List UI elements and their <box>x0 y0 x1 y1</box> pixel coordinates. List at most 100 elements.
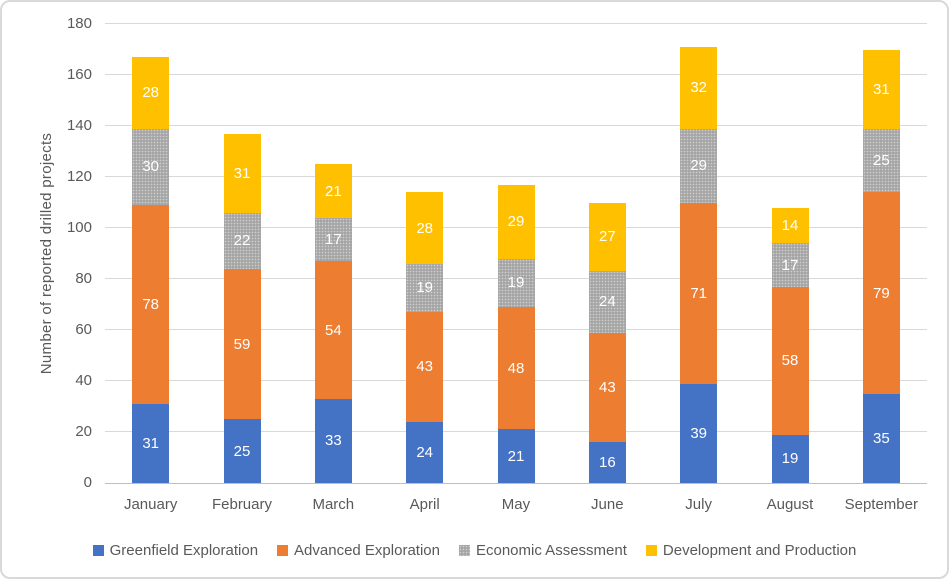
bar-segment: 27 <box>588 202 626 272</box>
bar-segment-label: 24 <box>416 443 433 461</box>
bar-segment: 17 <box>771 243 809 287</box>
y-tick-label: 60 <box>75 321 92 338</box>
x-axis-label: February <box>211 496 272 513</box>
bar-segment: 19 <box>406 263 444 313</box>
bar-segment-label: 30 <box>142 158 159 176</box>
legend-item: Greenfield Exploration <box>92 542 259 559</box>
bar-segment: 79 <box>862 192 900 394</box>
bar-segment: 24 <box>588 271 626 333</box>
bar-segment: 48 <box>497 307 535 430</box>
bar-segment-label: 54 <box>324 321 342 339</box>
bar-segment: 35 <box>862 393 900 483</box>
bar-segment: 59 <box>223 268 261 420</box>
bar-segment-label: 21 <box>324 182 342 200</box>
gridline <box>105 176 927 177</box>
bar-segment: 71 <box>680 202 718 384</box>
bar-segment: 30 <box>132 128 170 206</box>
bar-segment-label: 21 <box>507 447 525 465</box>
bar-segment-label: 33 <box>324 432 342 450</box>
x-axis-label: July <box>685 496 712 513</box>
stacked-bar-june: 16 43 24 27 <box>588 202 626 483</box>
bar-segment-label: 78 <box>142 296 159 313</box>
x-axis-label: September <box>844 496 918 513</box>
bar-segment-label: 22 <box>233 232 251 250</box>
stacked-bar-february: 25 59 22 31 <box>223 133 261 483</box>
bar-segment-label: 79 <box>872 284 890 302</box>
bar-segment-label: 43 <box>416 358 433 376</box>
bar-segment-label: 39 <box>690 424 707 442</box>
legend-item: Economic Assessment <box>458 542 627 559</box>
bar-segment: 17 <box>314 217 352 262</box>
legend-swatch-icon <box>92 545 104 556</box>
x-axis-labels: January February March April May June July Augu… <box>105 496 927 513</box>
stacked-bar-august: 19 58 17 14 <box>771 207 809 483</box>
gridline <box>105 74 927 75</box>
bar-segment-label: 27 <box>598 228 616 246</box>
bar-segment: 14 <box>771 207 809 244</box>
stacked-bar-april: 24 43 19 28 <box>406 192 444 483</box>
bar-segment: 54 <box>314 261 352 399</box>
bar-segment-label: 59 <box>233 335 251 353</box>
bar-segment: 32 <box>680 46 718 129</box>
x-axis-label: May <box>501 496 531 513</box>
bar-segment: 31 <box>862 49 900 129</box>
x-axis-label: June <box>591 496 624 513</box>
stacked-bar-july: 39 71 29 32 <box>680 46 718 483</box>
legend-label: Advanced Exploration <box>294 542 440 559</box>
bar-segment-label: 16 <box>598 454 616 472</box>
x-axis-label: March <box>312 496 355 513</box>
x-axis-label: January <box>123 496 178 513</box>
bar-segment-label: 31 <box>872 80 890 98</box>
y-tick-label: 120 <box>66 168 92 185</box>
plot-area: 31 78 30 28 25 59 22 31 33 54 17 21 24 43 19 28 21 48 19 29… <box>105 23 927 484</box>
bar-segment-label: 19 <box>507 274 525 292</box>
bar-segment-label: 17 <box>324 231 342 248</box>
y-tick-label: 20 <box>75 423 92 440</box>
bar-segment: 25 <box>223 419 261 483</box>
legend: Greenfield Exploration Advanced Explorati… <box>2 542 947 559</box>
bar-segment-label: 29 <box>690 157 707 175</box>
bar-segment-label: 29 <box>507 213 525 231</box>
bar-segment: 33 <box>314 398 352 483</box>
bar-segment: 78 <box>132 205 170 404</box>
bar-segment: 43 <box>588 332 626 443</box>
stacked-bar-march: 33 54 17 21 <box>314 164 352 483</box>
bar-segment-label: 43 <box>598 378 616 396</box>
bar-segment-label: 35 <box>872 429 890 447</box>
legend-item: Development and Production <box>645 542 856 559</box>
gridline <box>105 125 927 126</box>
bar-segment-label: 32 <box>690 79 707 97</box>
legend-item: Advanced Exploration <box>277 542 440 559</box>
gridline <box>105 23 927 24</box>
bar-segment: 43 <box>406 312 444 422</box>
bar-segment-label: 31 <box>233 164 251 182</box>
bar-segment-label: 28 <box>416 219 433 237</box>
bar-segment-label: 71 <box>690 284 707 302</box>
bar-segment: 31 <box>132 403 170 483</box>
legend-swatch-icon <box>458 545 470 556</box>
legend-swatch-icon <box>645 545 657 556</box>
bar-segment-label: 25 <box>233 442 251 460</box>
legend-label: Greenfield Exploration <box>109 542 259 559</box>
bar-segment: 29 <box>497 184 535 259</box>
y-tick-label: 180 <box>66 15 92 32</box>
bar-segment: 28 <box>132 57 170 129</box>
legend-label: Economic Assessment <box>475 542 627 559</box>
x-axis-label: August <box>766 496 814 513</box>
bar-segment: 58 <box>771 286 809 435</box>
bar-segment: 21 <box>314 164 352 218</box>
bar-segment-label: 24 <box>598 293 616 311</box>
bar-segment-label: 31 <box>142 434 159 452</box>
bar-segment: 29 <box>680 128 718 203</box>
bar-segment-label: 19 <box>781 450 799 468</box>
bar-segment-label: 28 <box>142 84 159 102</box>
bar-segment: 16 <box>588 442 626 483</box>
bar-segment-label: 17 <box>781 256 799 274</box>
y-tick-label: 100 <box>66 219 92 236</box>
y-axis-title: Number of reported drilled projects <box>38 132 55 375</box>
bar-segment: 31 <box>223 133 261 213</box>
bar-segment: 19 <box>497 258 535 308</box>
bar-segment-label: 25 <box>872 151 890 169</box>
y-tick-label: 160 <box>66 66 92 83</box>
